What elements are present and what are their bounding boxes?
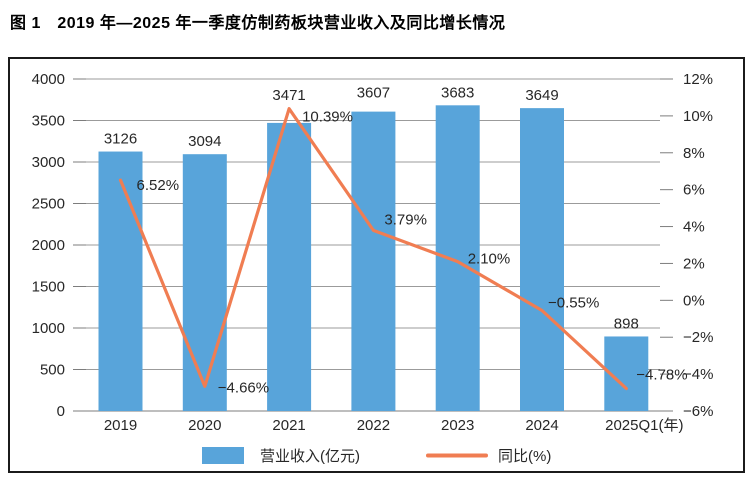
left-axis-tick-label: 2000: [32, 237, 65, 254]
chart-container: 4000 3500 3000 2500 2000 1500 1000 500 0 12% 10% 8%…: [8, 57, 745, 473]
line-point-label: −0.55%: [548, 294, 599, 311]
x-axis-category-label: 2020: [188, 417, 221, 434]
revenue-bar: [435, 105, 480, 411]
line-point-label: 6.52%: [137, 177, 180, 194]
right-axis-tick-label: −6%: [683, 403, 713, 420]
left-axis-tick-label: 4000: [32, 71, 65, 88]
x-axis-category-label: 2023: [441, 417, 474, 434]
x-axis-category-label: 2022: [357, 417, 390, 434]
legend-line-label: 同比(%): [498, 448, 551, 465]
revenue-bar: [351, 111, 396, 411]
revenue-bar: [98, 151, 143, 411]
right-axis-tick-label: −4%: [683, 366, 713, 383]
combo-chart-canvas: 4000 3500 3000 2500 2000 1500 1000 500 0 12% 10% 8%…: [32, 71, 714, 465]
bar-value-label: 3471: [272, 87, 305, 104]
right-axis-tick-label: 4%: [683, 219, 705, 236]
right-axis-tick-label: −2%: [683, 329, 713, 346]
line-point-label: 2.10%: [468, 251, 511, 268]
revenue-bar: [520, 108, 564, 411]
bar-value-label: 3607: [357, 85, 390, 102]
x-axis-category-label: 2021: [272, 417, 305, 434]
right-axis-tick-label: 10%: [683, 108, 713, 125]
right-axis-tick-label: 8%: [683, 145, 705, 162]
left-axis-tick-label: 500: [40, 362, 65, 379]
legend-bar-swatch: [202, 447, 244, 464]
bar-value-label: 3649: [525, 87, 558, 104]
legend-bar-label: 营业收入(亿元): [260, 448, 360, 465]
left-axis-tick-label: 3500: [32, 113, 65, 130]
right-axis-tick-label: 6%: [683, 182, 705, 199]
bar-value-label: 3094: [188, 133, 221, 150]
yoy-growth-line: [118, 107, 628, 391]
left-axis-tick-label: 2500: [32, 196, 65, 213]
right-axis-tick-label: 2%: [683, 255, 705, 272]
left-axis-tick-label: 3000: [32, 154, 65, 171]
bar-value-label: 3126: [104, 131, 137, 148]
bar-value-label: 3683: [441, 84, 474, 101]
x-axis-category-label: 2019: [104, 417, 137, 434]
line-point-label: −4.66%: [218, 379, 269, 396]
right-axis-tick-label: 12%: [683, 71, 713, 88]
x-axis-category-label: 2025Q1(年): [605, 417, 683, 434]
x-axis-category-label: 2024: [525, 417, 558, 434]
line-point-label: −4.78%: [636, 366, 687, 383]
line-point-label: 3.79%: [384, 211, 427, 228]
figure-caption: 图 1 2019 年—2025 年一季度仿制药板块营业收入及同比增长情况: [10, 15, 506, 32]
line-point-label: 10.39%: [302, 109, 353, 126]
left-axis-tick-label: 1500: [32, 279, 65, 296]
left-axis-tick-label: 1000: [32, 320, 65, 337]
right-axis-tick-label: 0%: [683, 292, 705, 309]
left-axis-tick-label: 0: [57, 403, 65, 420]
revenue-bar: [182, 154, 227, 411]
bar-value-label: 898: [614, 315, 639, 332]
revenue-bar: [267, 122, 312, 412]
